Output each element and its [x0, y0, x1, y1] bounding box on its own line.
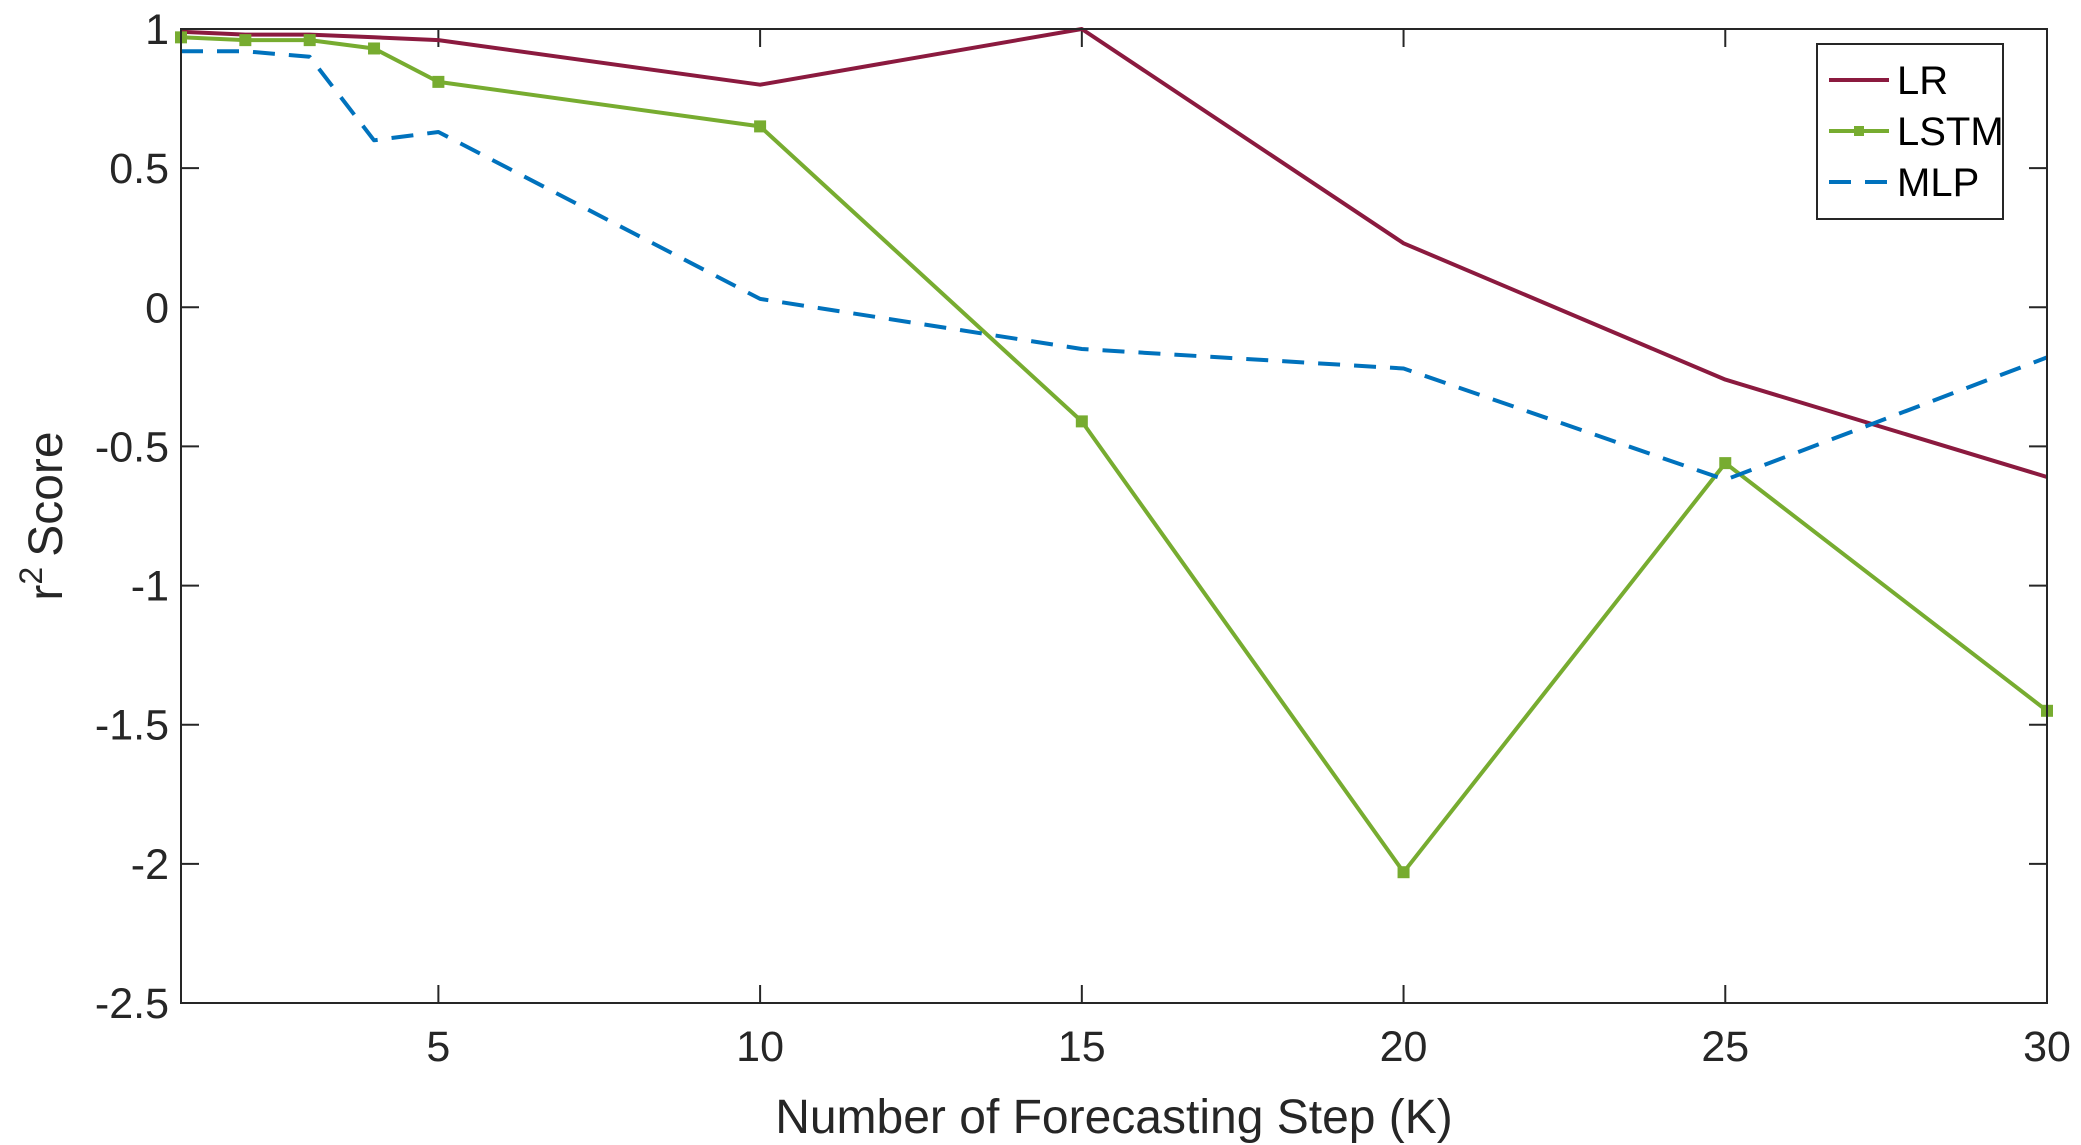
series-lr: [180, 27, 2048, 479]
data-point-lstm: [432, 75, 445, 88]
data-point-lstm: [754, 120, 767, 133]
y-tick-label: 0.5: [109, 145, 169, 193]
data-point-lstm: [368, 42, 381, 55]
y-tick-label: -2.5: [95, 980, 169, 1028]
legend-marker: [1854, 126, 1864, 136]
legend-item-lr: LR: [1829, 59, 1948, 103]
legend-label: LSTM: [1897, 110, 2004, 154]
y-axis-label-prefix: r: [20, 585, 73, 601]
y-axis-label: r2 Score: [13, 431, 73, 600]
data-point-lstm: [1075, 415, 1088, 428]
series-mlp: [181, 49, 2048, 482]
y-tick-label: 0: [145, 284, 169, 332]
series-line-lstm: [180, 35, 2049, 875]
x-tick-label: 25: [1701, 1023, 1749, 1071]
data-point-lstm: [303, 34, 316, 47]
x-axis-label: Number of Forecasting Step (K): [775, 1091, 1453, 1144]
y-tick-label: -1.5: [95, 702, 169, 750]
data-point-lstm: [1397, 866, 1410, 879]
y-axis-label-superscript: 2: [13, 567, 49, 585]
series-line-lr: [180, 27, 2048, 479]
plot-area-frame: [180, 28, 2048, 1004]
y-tick-label: -0.5: [95, 423, 169, 471]
x-tick-label: 15: [1058, 1023, 1106, 1071]
x-tick-label: 5: [426, 1023, 450, 1071]
y-tick-label: -2: [131, 841, 169, 889]
data-point-lstm: [239, 34, 252, 47]
y-tick-label: 1: [145, 6, 169, 54]
y-tick-label: -1: [131, 563, 169, 611]
x-tick-label: 20: [1380, 1023, 1428, 1071]
legend: LR LSTM MLP: [1816, 43, 2004, 220]
data-point-lstm: [1719, 457, 1732, 470]
x-tick-labels: 5 10 15 20 25 30: [426, 1023, 2071, 1071]
y-tick-labels: 1 0.5 0 -0.5 -1 -1.5 -2 -2.5: [95, 6, 169, 1028]
series-line-mlp: [181, 49, 2048, 482]
plot-area-background: [181, 29, 2047, 1003]
legend-label: MLP: [1897, 161, 1979, 205]
legend-label: LR: [1897, 59, 1948, 103]
x-tick-label: 30: [2023, 1023, 2071, 1071]
x-tick-label: 10: [736, 1023, 784, 1071]
legend-item-lstm: LSTM: [1829, 110, 2004, 154]
y-axis-label-text: Score: [20, 431, 73, 556]
legend-item-mlp: MLP: [1829, 161, 1979, 205]
